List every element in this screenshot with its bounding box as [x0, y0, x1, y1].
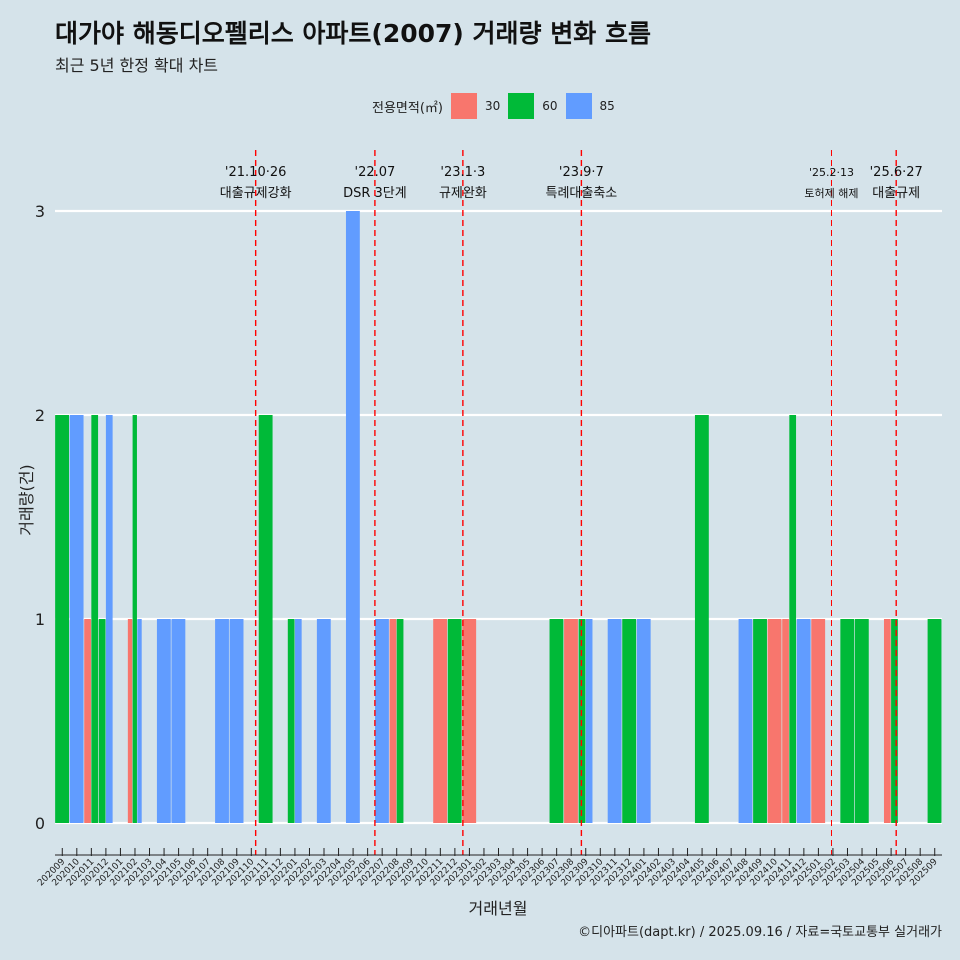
legend-label-30: 30	[484, 99, 501, 113]
legend-title: 전용면적(㎡)	[372, 100, 443, 116]
legend-item-60: 60	[508, 93, 558, 119]
event-label-0: 대출규제강화	[220, 186, 292, 201]
chart-title: 대가야 해동디오펠리스 아파트(2007) 거래량 변화 흐름	[55, 19, 651, 48]
bar-202211-30	[433, 619, 448, 823]
bar-202208-30	[389, 619, 397, 823]
bar-202203-85	[316, 619, 331, 823]
bar-202011-60	[91, 415, 99, 823]
bar-202307-60	[549, 619, 564, 823]
event-date-5: '25.6·27	[870, 165, 923, 180]
legend-item-85: 85	[565, 93, 615, 119]
bar-202102-60	[132, 415, 137, 823]
bar-202212-60	[447, 619, 462, 823]
y-axis-label: 거래량(건)	[17, 464, 36, 535]
bar-202102-30	[127, 619, 133, 823]
y-tick-label-2: 2	[35, 406, 45, 425]
legend-swatch-30	[450, 93, 477, 119]
y-tick-label-0: 0	[35, 814, 45, 833]
bar-202309-85	[585, 619, 593, 823]
bar-202408-85	[738, 619, 753, 823]
bar-202105-85	[171, 619, 186, 823]
y-tick-label-3: 3	[35, 202, 45, 221]
bar-202201-60	[287, 619, 295, 823]
source-caption: ©디아파트(dapt.kr) / 2025.09.16 / 자료=국토교통부 실…	[578, 925, 942, 940]
event-date-3: '23.9·7	[559, 165, 604, 180]
bar-202311-85	[607, 619, 622, 823]
legend-swatch-85	[565, 93, 592, 119]
chart-subtitle: 최근 5년 한정 확대 차트	[55, 56, 219, 75]
event-label-1: DSR 3단계	[343, 186, 407, 201]
x-axis-label: 거래년월	[469, 899, 528, 918]
event-label-4: 토허제 해제	[804, 186, 858, 200]
bar-202201-85	[294, 619, 302, 823]
bar-202409-60	[753, 619, 767, 823]
bar-202401-85	[636, 619, 651, 823]
bar-202506-30	[883, 619, 891, 823]
event-date-4: '25.2·13	[809, 166, 854, 179]
bar-202405-60	[694, 415, 709, 823]
event-date-1: '22.07	[355, 165, 396, 180]
bar-202501-30	[811, 619, 826, 823]
event-label-5: 대출규제	[872, 186, 920, 201]
legend-label-85: 85	[599, 99, 615, 113]
bars	[55, 211, 942, 823]
bar-202208-60	[396, 619, 404, 823]
event-date-2: '23.1·3	[440, 165, 485, 180]
bar-202010-85	[69, 415, 84, 823]
legend-label-60: 60	[542, 99, 558, 113]
bar-202411-30	[782, 619, 789, 823]
event-label-3: 특례대출축소	[546, 186, 618, 201]
legend-swatch-60	[508, 93, 535, 119]
legend-item-30: 30	[450, 93, 501, 119]
y-tick-label-1: 1	[35, 610, 45, 629]
event-label-2: 규제완화	[439, 186, 487, 201]
legend: 전용면적(㎡) 30 60 85	[372, 93, 623, 119]
bar-202104-85	[156, 619, 171, 823]
bar-202312-60	[622, 619, 637, 823]
bar-202205-85	[345, 211, 360, 823]
bar-202410-30	[767, 619, 782, 823]
bar-202012-85	[105, 415, 113, 823]
bar-202506-60	[891, 619, 898, 823]
bar-202411-60	[789, 415, 797, 823]
bar-202509-60	[927, 619, 942, 823]
bar-202011-30	[84, 619, 91, 823]
bar-202301-30	[462, 619, 477, 823]
bar-202102-85	[137, 619, 142, 823]
bar-202111-60	[258, 415, 273, 823]
event-markers: '21.10·26 대출규제강화 '22.07 DSR 3단계 '23.1·3 규제완화 '…	[220, 150, 923, 855]
bar-202412-85	[796, 619, 811, 823]
bar-202108-85	[215, 619, 229, 823]
bar-202009-60	[55, 415, 69, 823]
bar-202503-60	[840, 619, 855, 823]
bar-202504-60	[854, 619, 869, 823]
bar-202109-85	[229, 619, 244, 823]
event-date-0: '21.10·26	[225, 165, 286, 180]
bar-202308-30	[564, 619, 578, 823]
bar-202012-60	[98, 619, 106, 823]
bar-202207-85	[375, 619, 389, 823]
